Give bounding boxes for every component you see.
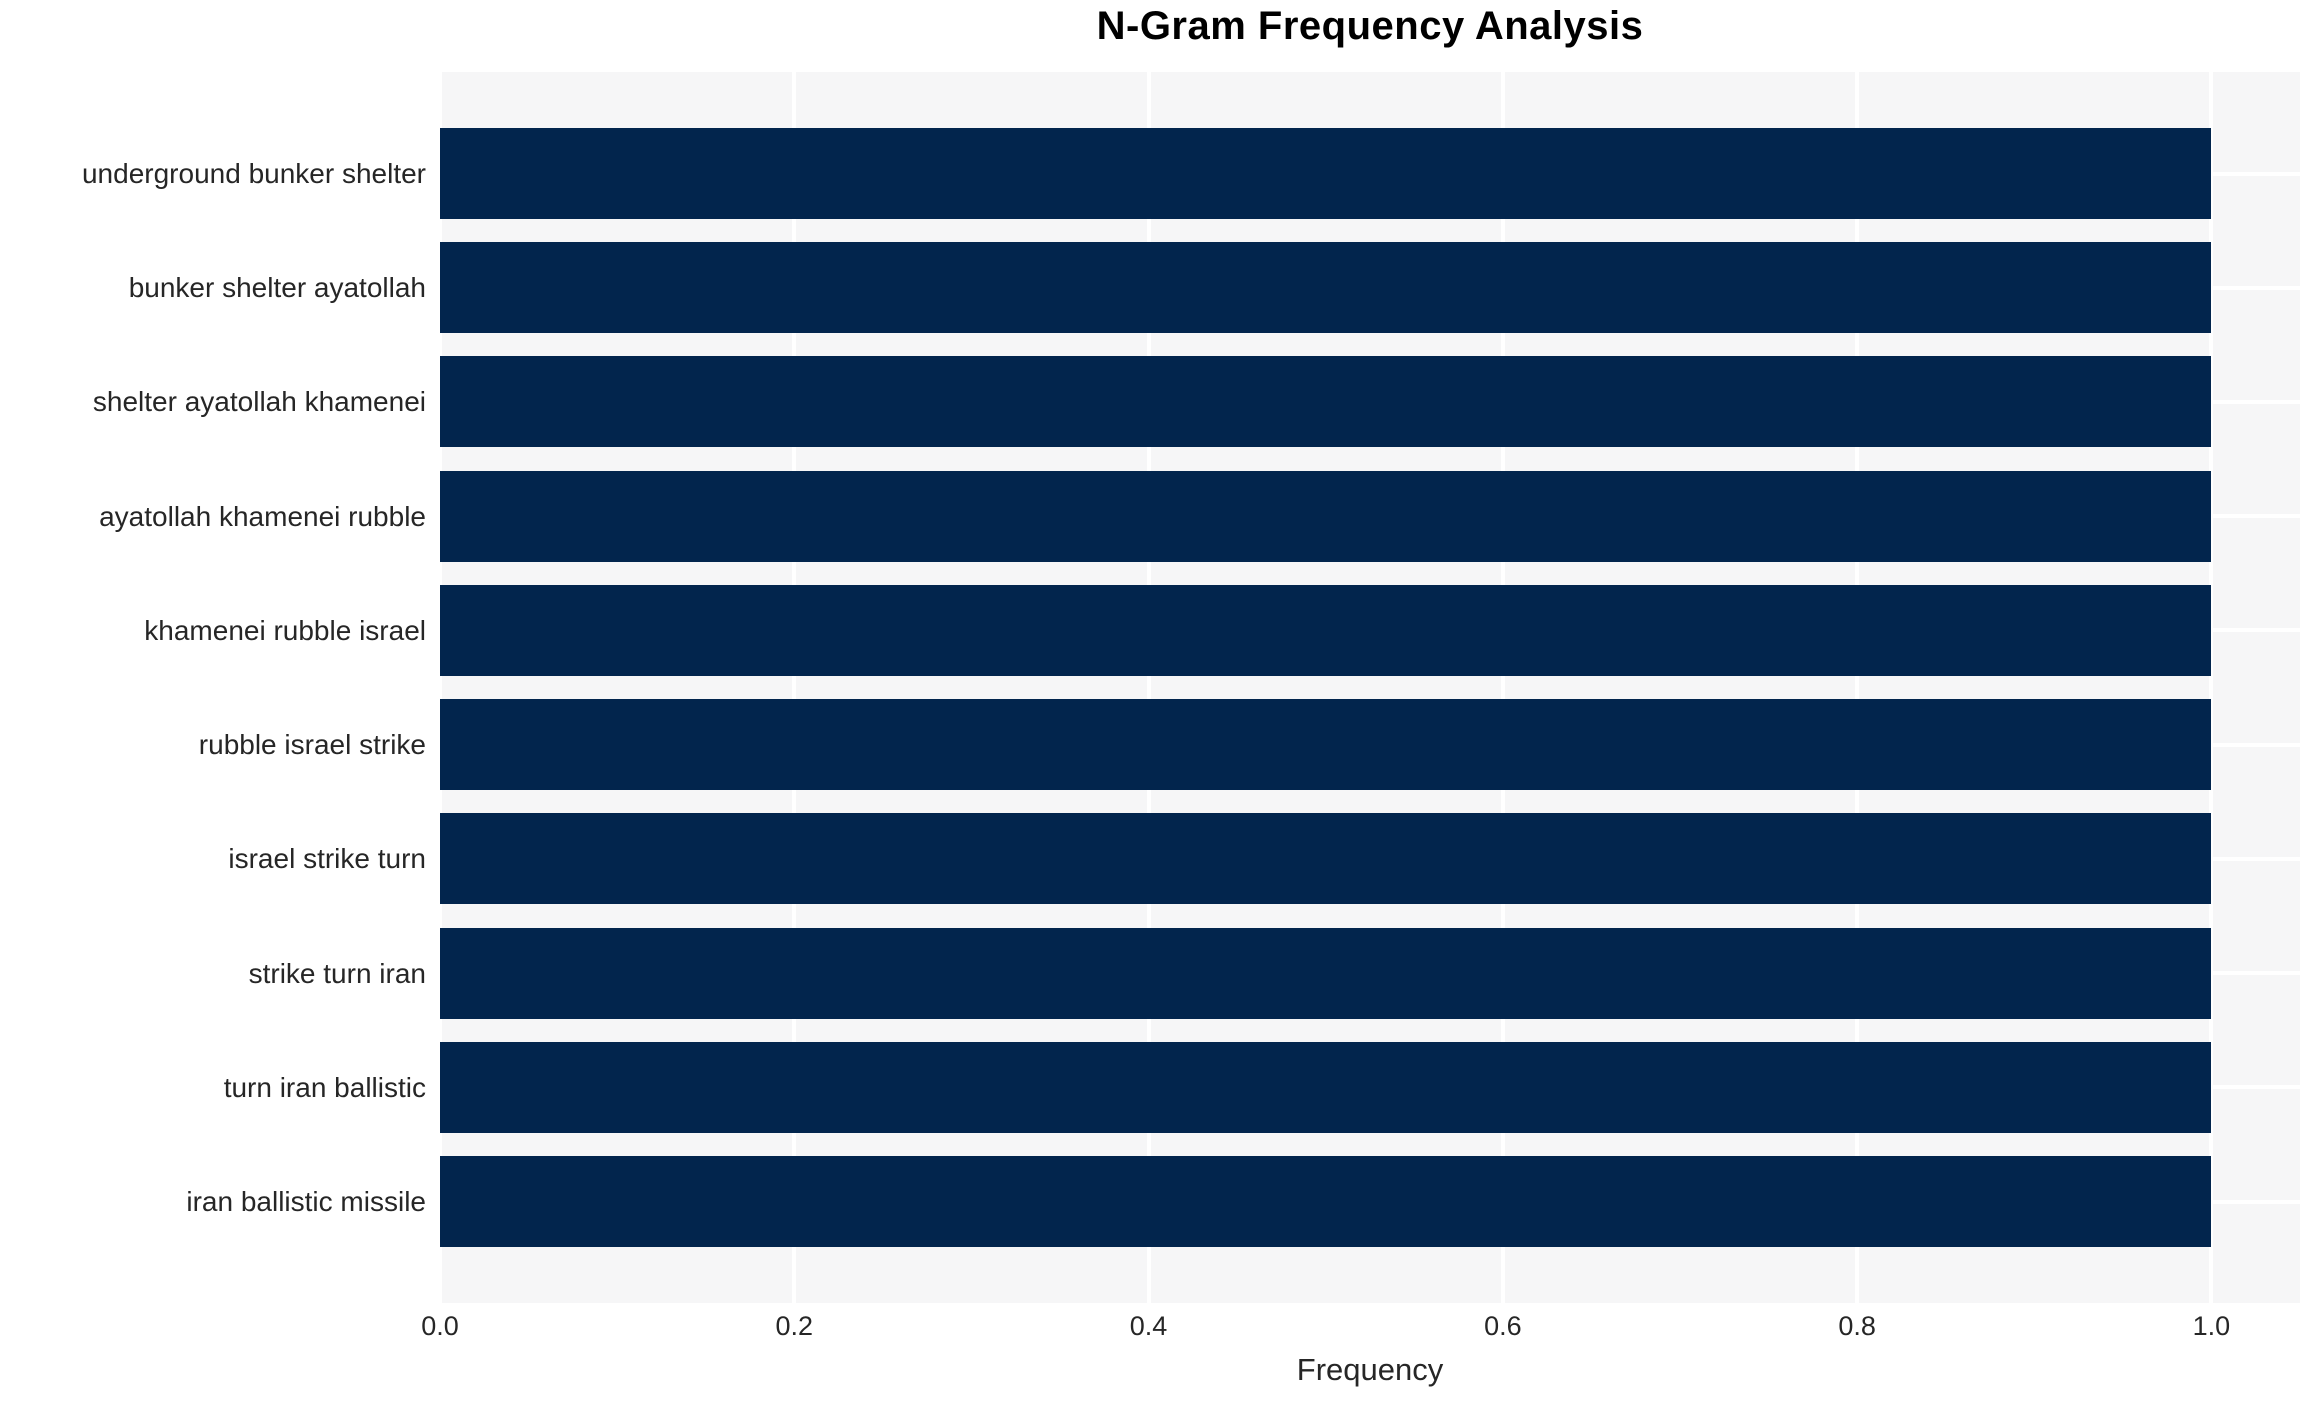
- bar: [440, 699, 2212, 791]
- x-tick-label: 0.4: [1129, 1311, 1168, 1341]
- y-tick-label: ayatollah khamenei rubble: [99, 500, 426, 532]
- y-tick-label: strike turn iran: [248, 957, 426, 989]
- y-tick-label: turn iran ballistic: [223, 1071, 426, 1103]
- x-gridline-0.0: [438, 72, 442, 1303]
- x-gridline-0.2: [792, 72, 797, 1303]
- x-axis-title: Frequency: [1296, 1352, 1444, 1387]
- y-tick-label: bunker shelter ayatollah: [128, 272, 426, 304]
- plot-area: [438, 72, 2300, 1303]
- x-tick-label: 1.0: [2192, 1311, 2231, 1341]
- x-gridline-0.6: [1500, 72, 1505, 1303]
- y-tick-label: israel strike turn: [228, 843, 426, 875]
- bar: [440, 242, 2212, 334]
- bar: [440, 356, 2212, 448]
- bar: [440, 813, 2212, 905]
- bar: [440, 584, 2212, 676]
- bar: [440, 128, 2212, 219]
- x-tick-label: 0.6: [1484, 1311, 1522, 1341]
- y-tick-label: iran ballistic missile: [186, 1186, 426, 1217]
- y-tick-label: rubble israel strike: [198, 729, 426, 761]
- x-gridline-1.0: [2209, 72, 2214, 1303]
- x-tick-label: 0.0: [421, 1311, 459, 1341]
- chart-title: N-Gram Frequency Analysis: [1096, 4, 1644, 48]
- y-axis-labels: underground bunker shelter bunker shelter…: [0, 72, 426, 1303]
- x-gridline-0.4: [1146, 72, 1151, 1303]
- x-tick-label: 0.2: [775, 1311, 814, 1341]
- y-tick-label: shelter ayatollah khamenei: [92, 386, 426, 418]
- bar: [440, 470, 2212, 562]
- bar: [440, 1156, 2212, 1247]
- bar: [440, 927, 2212, 1019]
- bar: [440, 1041, 2212, 1133]
- y-tick-label: khamenei rubble israel: [144, 614, 426, 646]
- y-tick-label: underground bunker shelter: [81, 158, 426, 189]
- x-tick-label: 0.8: [1838, 1311, 1876, 1341]
- x-gridline-0.8: [1855, 72, 1860, 1303]
